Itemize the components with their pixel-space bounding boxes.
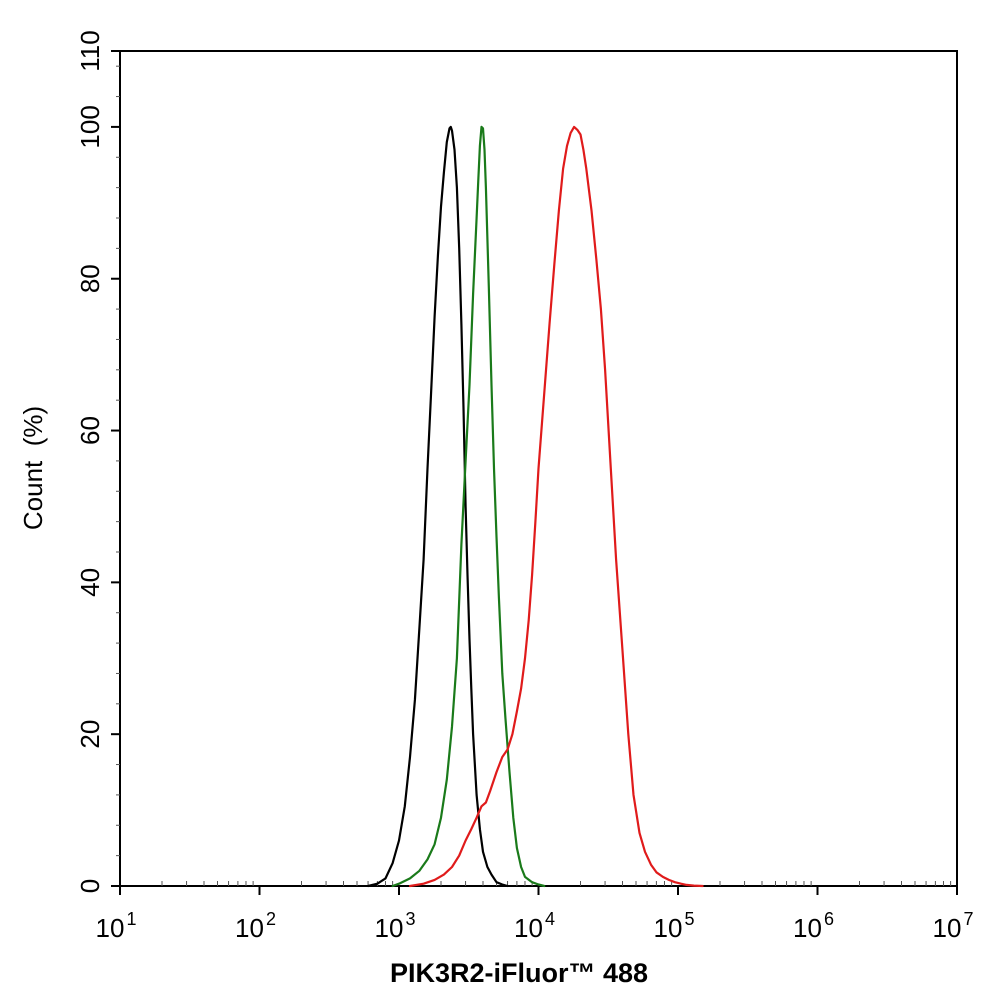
- x-tick-label: 10 6: [793, 909, 834, 943]
- histogram-series-2: [391, 125, 546, 888]
- y-tick-label: 110: [75, 30, 105, 71]
- y-tick-label: 60: [75, 416, 105, 445]
- y-tick-label: 20: [75, 720, 105, 749]
- x-tick-label: 10 4: [514, 909, 555, 943]
- y-tick-label: 0: [75, 879, 105, 893]
- y-tick-label: 100: [75, 105, 105, 148]
- x-tick-label: 10 7: [933, 909, 974, 943]
- x-tick-label: 10 2: [235, 909, 276, 943]
- x-tick-label: 10 1: [96, 909, 137, 943]
- x-tick-label: 10 3: [375, 909, 416, 943]
- histogram-series-3: [408, 125, 704, 888]
- y-tick-label: 40: [75, 568, 105, 597]
- x-tick-label: 10 5: [654, 909, 695, 943]
- x-axis-title: PIK3R2-iFluor™ 488: [390, 958, 648, 988]
- histogram-series-1: [367, 125, 509, 888]
- y-axis-title: Count (%): [18, 406, 48, 530]
- y-tick-label: 80: [75, 264, 105, 293]
